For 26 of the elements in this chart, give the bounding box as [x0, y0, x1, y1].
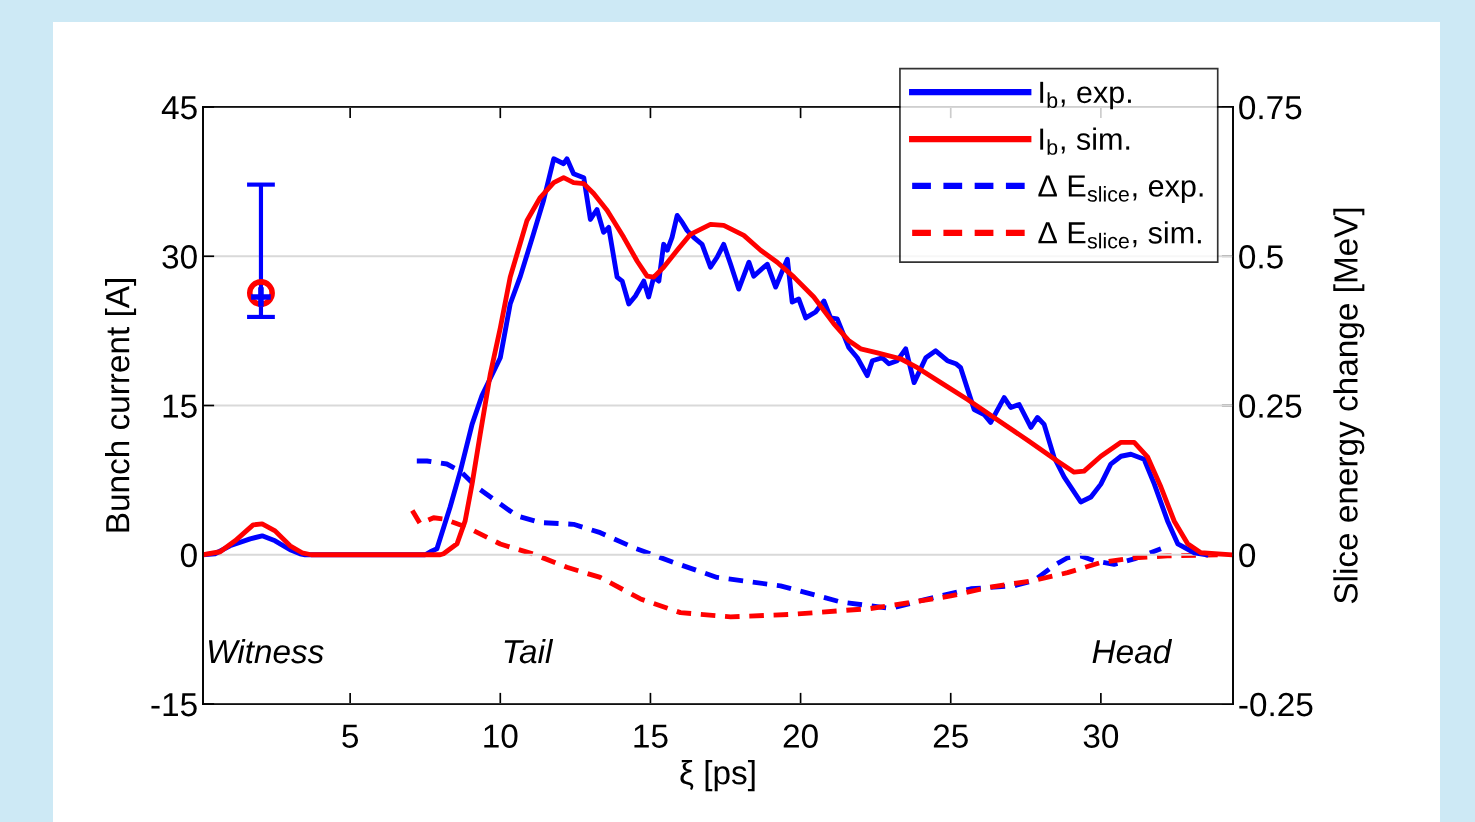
annotation: Tail: [504, 638, 554, 664]
annotation: Head: [1092, 638, 1173, 664]
y-tick-label: 15: [163, 394, 197, 418]
legend-label: Δ E$_{slice}$, exp.: [1038, 175, 1203, 203]
x-axis-title: ξ [ps]: [680, 760, 755, 792]
y-axis-title: Bunch current [A]: [105, 279, 137, 532]
y2-tick-label: 0.75: [1239, 95, 1302, 120]
y-tick-label: 0: [180, 543, 197, 568]
x-tick-label: 20: [783, 724, 818, 748]
legend-label: Δ E$_{slice}$, sim.: [1038, 221, 1201, 249]
y-tick-label: 30: [162, 245, 197, 269]
y2-tick-label: 0: [1239, 543, 1256, 568]
y2-tick-label: -0.25: [1239, 692, 1313, 717]
x-tick-label: 5: [342, 724, 359, 748]
y2-tick-label: 0.25: [1239, 394, 1302, 418]
legend-label: I$_{b}$, exp.: [1040, 81, 1131, 110]
y-tick-label: 45: [161, 96, 197, 120]
x-tick-label: 10: [484, 724, 518, 748]
y2-axis-title: Slice energy change [MeV]: [1333, 208, 1365, 604]
x-tick-label: 25: [933, 724, 968, 748]
x-tick-label: 30: [1083, 724, 1119, 748]
y2-tick-label: 0.5: [1239, 245, 1283, 269]
legend-label: I$_{b}$, sim.: [1040, 127, 1130, 155]
y-tick-label: -15: [151, 693, 197, 717]
x-tick-label: 15: [634, 724, 668, 748]
annotation: Witness: [208, 638, 324, 664]
